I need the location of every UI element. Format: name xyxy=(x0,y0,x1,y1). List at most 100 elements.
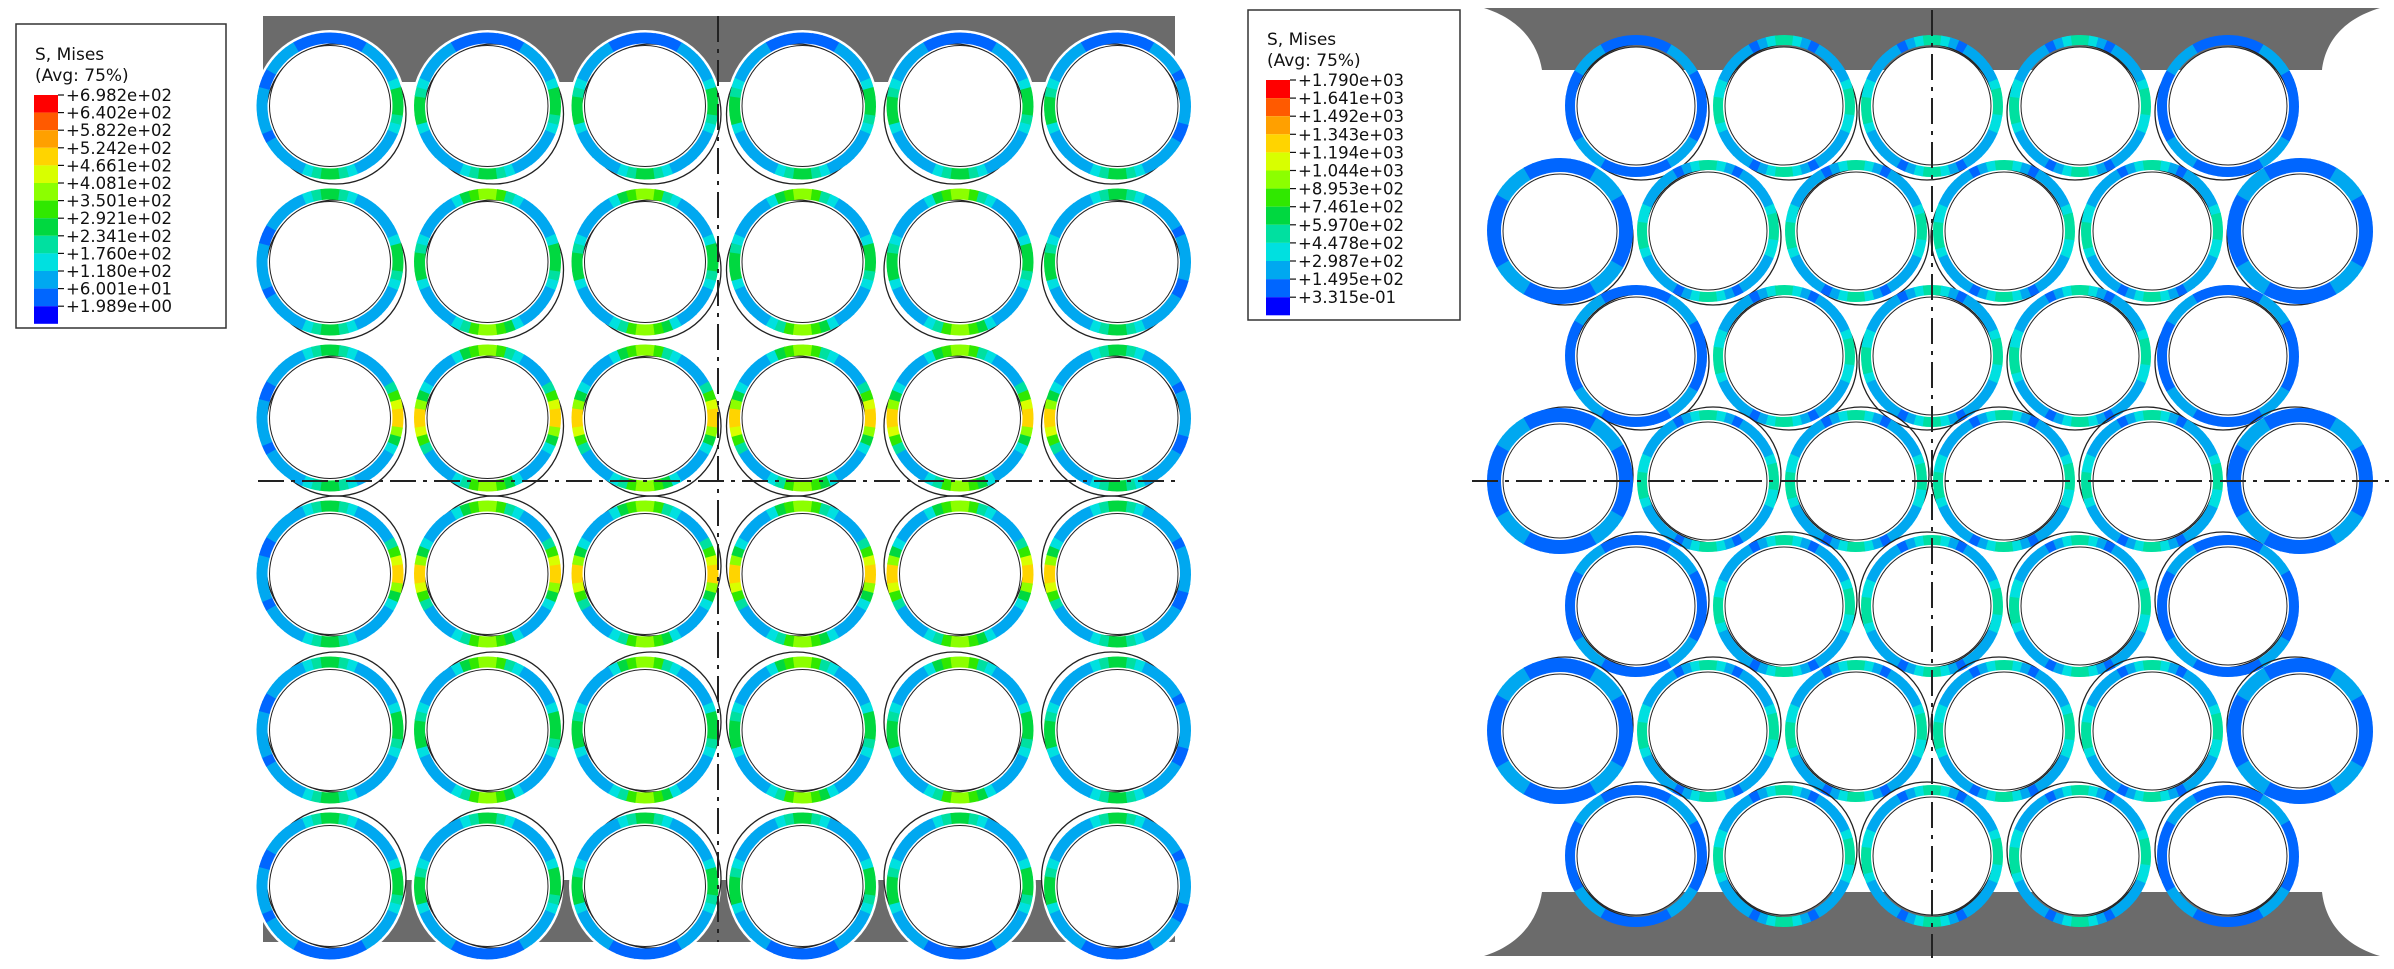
stress-ring-segment xyxy=(586,521,602,537)
stress-ring-segment xyxy=(681,930,697,946)
stress-ring-segment xyxy=(1733,798,1748,813)
stress-ring-segment xyxy=(2279,537,2293,554)
stress-ring-segment xyxy=(2357,462,2373,475)
stress-ring-segment xyxy=(2135,621,2149,635)
stress-ring-segment xyxy=(1161,54,1177,70)
legend-swatch xyxy=(34,235,58,254)
stress-ring-segment xyxy=(320,32,332,45)
stress-ring-segment xyxy=(373,611,389,627)
stress-ring-segment xyxy=(1659,540,1673,554)
stress-ring-segment xyxy=(1790,164,1803,177)
stress-ring-segment xyxy=(1599,408,1613,422)
tube-inner-outline xyxy=(741,669,864,791)
stress-ring-segment xyxy=(1831,386,1846,401)
stress-ring-segment xyxy=(549,96,562,108)
stress-ring-segment xyxy=(1684,562,1699,577)
stress-ring-segment xyxy=(624,789,637,803)
stress-ring-segment xyxy=(1124,790,1137,804)
stress-ring-segment xyxy=(1880,898,1895,913)
stress-ring-segment xyxy=(1820,414,1834,429)
stress-ring-segment xyxy=(360,935,375,951)
stress-ring-segment xyxy=(1491,752,1509,768)
stress-ring-segment xyxy=(1933,220,1944,232)
stress-ring-segment xyxy=(1170,597,1186,612)
stress-ring-segment xyxy=(1650,267,1665,282)
stress-ring-segment xyxy=(1798,912,1812,925)
stress-ring-segment xyxy=(1635,285,1647,296)
stress-ring-segment xyxy=(266,840,282,855)
stress-ring-segment xyxy=(1044,874,1056,887)
stress-ring-segment xyxy=(390,710,404,724)
stress-ring-segment xyxy=(1764,203,1777,217)
stress-ring-segment xyxy=(625,344,639,358)
stress-ring-segment xyxy=(1072,41,1088,57)
stress-ring-segment xyxy=(1166,685,1182,700)
stress-ring-segment xyxy=(293,505,308,520)
stress-ring-segment xyxy=(2254,277,2271,295)
stress-ring-segment xyxy=(1606,760,1624,777)
stress-ring-segment xyxy=(2086,914,2099,927)
stress-ring-segment xyxy=(503,346,518,361)
stress-ring-segment xyxy=(1064,461,1080,477)
stress-ring-segment xyxy=(729,94,741,107)
stress-ring-segment xyxy=(1170,129,1186,144)
stress-ring-segment xyxy=(1813,904,1828,919)
stress-ring-segment xyxy=(419,848,435,863)
stress-ring-segment xyxy=(344,787,359,802)
stress-ring-segment xyxy=(2358,221,2374,233)
stress-ring-segment xyxy=(1731,165,1745,179)
stress-ring-segment xyxy=(1874,892,1889,907)
stress-ring-segment xyxy=(2009,95,2020,107)
stress-ring-segment xyxy=(738,216,754,231)
stress-ring-segment xyxy=(2350,503,2368,519)
stress-ring-segment xyxy=(744,833,760,849)
tube xyxy=(725,32,877,185)
stress-ring-segment xyxy=(2079,285,2091,296)
stress-ring-segment xyxy=(702,389,717,404)
stress-ring-segment xyxy=(2235,535,2248,548)
stress-ring-segment xyxy=(544,590,559,604)
stress-ring-segment xyxy=(2208,414,2221,427)
stress-ring-segment xyxy=(1641,503,1656,517)
stress-ring-segment xyxy=(2123,536,2137,550)
stress-ring-segment xyxy=(573,900,588,915)
stress-ring-segment xyxy=(1044,736,1058,750)
stress-ring-segment xyxy=(2110,44,2125,59)
stress-ring-segment xyxy=(1688,879,1702,893)
stress-ring-segment xyxy=(2227,470,2242,482)
stress-ring-segment xyxy=(361,666,376,682)
stress-ring-segment xyxy=(459,658,473,673)
stress-ring-segment xyxy=(2159,620,2172,634)
stress-ring-segment xyxy=(1827,286,1841,300)
stress-ring-segment xyxy=(1098,188,1111,202)
stress-ring-segment xyxy=(783,32,796,46)
legend-swatch xyxy=(1266,206,1290,225)
stress-ring-segment xyxy=(1860,854,1872,866)
stress-ring-segment xyxy=(907,617,923,633)
stress-ring-segment xyxy=(705,866,719,880)
stress-ring-segment xyxy=(2094,162,2108,175)
stress-ring-segment xyxy=(1842,863,1855,876)
stress-ring-segment xyxy=(1487,487,1503,500)
tube xyxy=(2226,406,2374,555)
stress-ring-segment xyxy=(547,894,561,907)
stress-ring-segment xyxy=(390,242,404,256)
stress-ring-segment xyxy=(1954,158,1968,173)
stress-ring-segment xyxy=(457,163,472,178)
stress-ring-segment xyxy=(573,432,588,447)
stress-ring-segment xyxy=(886,562,899,575)
stress-ring-segment xyxy=(549,876,562,888)
stress-ring-segment xyxy=(1839,621,1853,635)
stress-ring-segment xyxy=(1487,737,1503,750)
stress-ring-segment xyxy=(600,197,615,213)
stress-ring-segment xyxy=(536,217,552,232)
stress-ring-segment xyxy=(2243,37,2257,51)
stress-ring-segment xyxy=(502,787,516,802)
stress-ring-segment xyxy=(467,165,480,179)
stress-ring-segment xyxy=(547,866,561,880)
stress-ring-segment xyxy=(1017,545,1032,560)
stress-ring-segment xyxy=(361,42,376,58)
stress-ring-segment xyxy=(1968,664,1982,679)
stress-ring-segment xyxy=(1132,787,1146,802)
stress-ring-segment xyxy=(817,163,831,178)
